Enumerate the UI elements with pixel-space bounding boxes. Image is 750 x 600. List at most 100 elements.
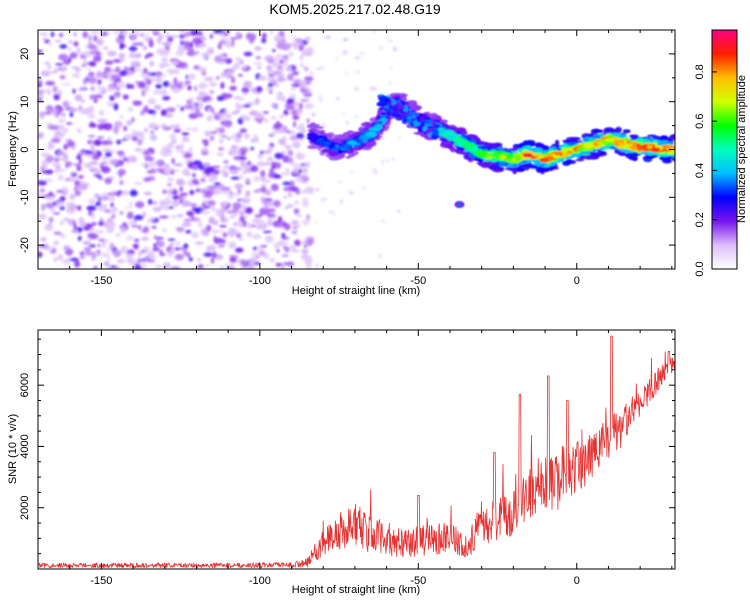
- signal-blob: [432, 124, 441, 129]
- noise-blob: [260, 186, 267, 193]
- noise-blob: [267, 69, 276, 76]
- noise-blob: [38, 251, 43, 258]
- noise-blob: [98, 220, 105, 226]
- noise-blob: [67, 47, 72, 51]
- noise-blob: [198, 82, 206, 90]
- noise-blob: [216, 229, 225, 233]
- signal-blob: [628, 152, 640, 157]
- signal-blob: [527, 141, 536, 147]
- noise-blob: [183, 249, 188, 256]
- noise-blob: [172, 194, 180, 201]
- noise-blob: [291, 109, 298, 116]
- noise-blob: [191, 164, 199, 171]
- noise-blob: [213, 182, 221, 186]
- noise-blob: [134, 148, 142, 152]
- noise-blob: [101, 157, 109, 161]
- noise-blob: [339, 199, 344, 204]
- noise-blob: [222, 38, 229, 43]
- noise-blob: [124, 66, 128, 72]
- noise-blob: [79, 251, 85, 256]
- noise-blob: [38, 193, 44, 198]
- noise-blob: [291, 70, 299, 76]
- noise-blob: [246, 231, 253, 238]
- noise-blob: [154, 71, 163, 77]
- noise-blob: [77, 183, 88, 191]
- noise-blob: [88, 244, 96, 248]
- noise-blob: [102, 46, 109, 51]
- noise-blob: [200, 178, 206, 183]
- noise-blob: [119, 56, 126, 62]
- noise-blob: [144, 156, 155, 162]
- noise-blob: [157, 33, 164, 41]
- noise-blob: [267, 220, 274, 226]
- noise-blob: [131, 31, 136, 39]
- colorbar-tick-label: 0.8: [694, 64, 706, 79]
- noise-blob: [71, 65, 79, 70]
- noise-blob: [127, 211, 134, 215]
- noise-blob: [291, 229, 298, 235]
- noise-blob: [130, 60, 141, 64]
- noise-blob: [151, 201, 158, 205]
- signal-blob: [376, 121, 384, 124]
- signal-blob: [350, 142, 357, 146]
- noise-blob: [109, 95, 115, 102]
- noise-blob: [267, 200, 276, 207]
- noise-blob: [223, 122, 233, 128]
- noise-blob: [97, 118, 107, 124]
- noise-blob: [229, 215, 234, 219]
- noise-blob: [241, 164, 251, 169]
- noise-blob: [122, 94, 129, 100]
- x-tick-label: -100: [249, 575, 271, 587]
- noise-blob: [221, 135, 228, 138]
- signal-blob: [569, 136, 575, 143]
- noise-blob: [148, 198, 153, 205]
- noise-blob: [91, 155, 100, 161]
- noise-blob: [260, 196, 265, 204]
- noise-blob: [86, 205, 97, 212]
- noise-blob: [49, 207, 56, 213]
- signal-blob: [395, 116, 403, 121]
- noise-blob: [244, 179, 251, 183]
- noise-blob: [227, 193, 235, 200]
- signal-blob: [495, 154, 501, 160]
- noise-blob: [89, 94, 96, 100]
- noise-blob: [49, 250, 57, 254]
- noise-blob: [153, 243, 157, 248]
- signal-blob: [378, 102, 388, 107]
- noise-blob: [95, 230, 105, 234]
- noise-blob: [195, 241, 204, 245]
- noise-blob: [58, 53, 69, 61]
- noise-blob: [179, 186, 183, 192]
- noise-blob: [207, 47, 215, 55]
- noise-blob: [290, 87, 296, 91]
- noise-blob: [132, 100, 143, 106]
- noise-blob: [83, 51, 91, 57]
- noise-blob: [159, 249, 164, 257]
- noise-blob: [84, 150, 94, 155]
- noise-blob: [116, 258, 126, 264]
- noise-blob: [210, 257, 215, 264]
- noise-blob: [191, 215, 195, 221]
- noise-blob: [386, 158, 389, 163]
- noise-blob: [127, 220, 138, 225]
- noise-blob: [89, 161, 99, 165]
- noise-blob: [288, 51, 294, 57]
- signal-blob: [361, 146, 372, 151]
- signal-blob: [565, 142, 577, 146]
- noise-blob: [290, 135, 298, 141]
- noise-blob: [53, 231, 62, 235]
- noise-blob: [294, 239, 301, 247]
- noise-blob: [298, 82, 306, 88]
- noise-blob: [242, 204, 247, 211]
- noise-blob: [127, 155, 137, 162]
- noise-blob: [116, 139, 122, 145]
- noise-blob: [247, 160, 251, 166]
- noise-blob: [262, 230, 272, 234]
- noise-blob: [39, 188, 46, 193]
- noise-blob: [250, 224, 257, 228]
- noise-blob: [311, 112, 316, 117]
- noise-blob: [261, 33, 267, 38]
- noise-blob: [203, 162, 211, 167]
- noise-blob: [180, 200, 191, 207]
